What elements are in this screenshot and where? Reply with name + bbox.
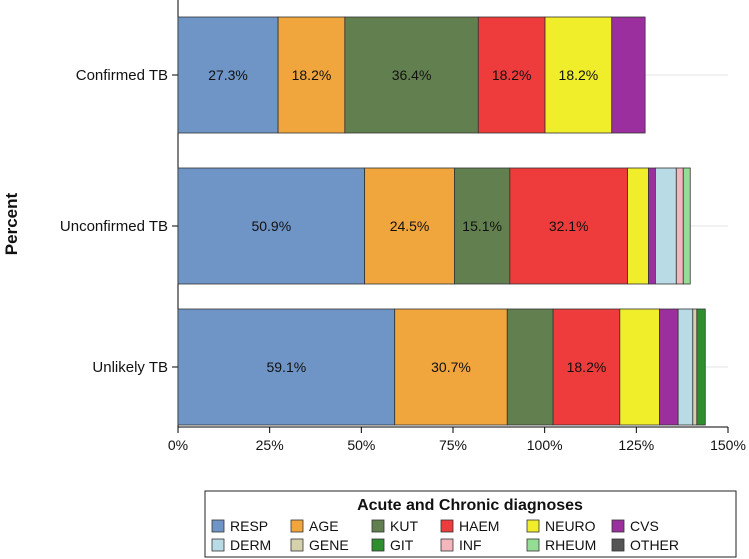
legend-swatch-age [290,519,304,533]
bar-cvs [659,308,679,426]
legend-label-git: GIT [390,537,414,553]
bar-haem [509,167,628,285]
bar-resp [177,308,396,426]
bar-derm [677,308,694,426]
legend-swatch-resp [211,519,225,533]
bar-gene [692,308,698,426]
data-label: 18.2% [292,67,332,83]
x-tick-label: 100% [527,437,563,453]
legend-label-inf: INF [459,537,482,553]
bar-inf [675,167,684,285]
data-label: 24.5% [390,218,430,234]
legend-swatch-cvs [611,519,625,533]
legend-label-neuro: NEURO [545,518,596,534]
bar-age [277,16,346,134]
bar-rheum [682,167,691,285]
x-tick-label: 150% [710,437,746,453]
legend-swatch-gene [290,538,304,552]
bar-neuro [544,16,613,134]
bar-kut [454,167,511,285]
bar-neuro [627,167,649,285]
x-tick-label: 0% [168,437,188,453]
legend-swatch-kut [371,519,385,533]
bar-kut [506,308,554,426]
data-label: 15.1% [462,218,502,234]
data-labels: 27.3% 18.2% 36.4% 18.2% 18.2% 50.9% 24.5% 15.1%… [208,67,606,375]
data-label: 36.4% [392,67,432,83]
legend-label-kut: KUT [390,518,418,534]
legend-swatch-git [371,538,385,552]
y-tick-label: Unconfirmed TB [60,218,168,235]
axes: 0% 25% 50% 75% 100% 125% 150% Confirmed TB Uncon… [60,0,746,453]
legend-label-age: AGE [309,518,339,534]
legend-swatch-derm [211,538,225,552]
legend-label-gene: GENE [309,537,349,553]
legend-label-rheum: RHEUM [545,537,596,553]
bar-resp [177,16,279,134]
data-label: 30.7% [431,359,471,375]
bar-haem [477,16,546,134]
legend-swatch-inf [440,538,454,552]
data-label: 59.1% [266,359,306,375]
legend-label-derm: DERM [230,537,271,553]
y-tick-label: Unlikely TB [92,359,168,376]
bar-haem [552,308,621,426]
legend-label-haem: HAEM [459,518,499,534]
data-label: 18.2% [559,67,599,83]
bars [177,16,706,426]
bar-kut [344,16,479,134]
data-label: 32.1% [549,218,589,234]
bar-age [364,167,455,285]
x-tick-label: 75% [439,437,467,453]
legend-label-cvs: CVS [630,518,659,534]
data-label: 27.3% [208,67,248,83]
legend-title: Acute and Chronic diagnoses [357,497,583,514]
legend-swatch-neuro [526,519,540,533]
legend-swatch-haem [440,519,454,533]
bar-neuro [619,308,660,426]
bar-resp [177,167,366,285]
y-tick-label: Confirmed TB [76,67,168,84]
legend-swatch-other [611,538,625,552]
x-tick-label: 125% [618,437,654,453]
bar-derm [655,167,677,285]
legend-label-other: OTHER [630,537,679,553]
bar-age [394,308,508,426]
data-label: 50.9% [251,218,291,234]
bar-git [696,308,706,426]
y-axis-label: Percent [2,192,21,255]
legend: Acute and Chronic diagnoses RESP AGE KUT HA… [204,490,737,558]
data-label: 18.2% [567,359,607,375]
x-tick-label: 50% [347,437,375,453]
bar-cvs [611,16,646,134]
legend-swatch-rheum [526,538,540,552]
legend-label-resp: RESP [230,518,268,534]
data-label: 18.2% [492,67,532,83]
bar-cvs [648,167,656,285]
x-tick-label: 25% [256,437,284,453]
